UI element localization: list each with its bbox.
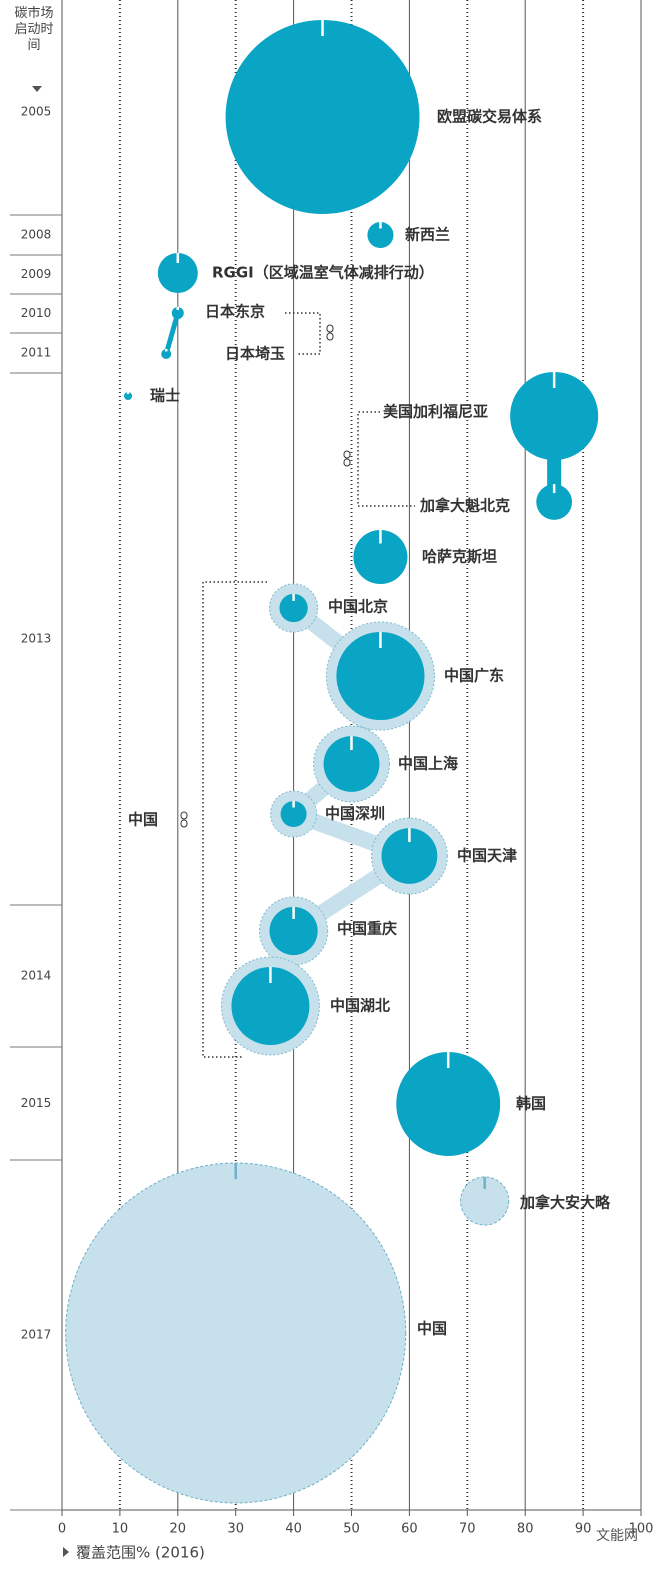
y-tick-label: 2010 <box>21 306 52 320</box>
x-tick-label: 30 <box>227 1522 244 1537</box>
bubble <box>536 484 573 520</box>
bubble <box>124 392 133 400</box>
x-tick-label: 50 <box>343 1522 360 1537</box>
link-icon <box>326 332 334 341</box>
point-label: 韩国 <box>516 1095 546 1113</box>
bubble <box>269 906 318 956</box>
point-label: 日本东京 <box>205 303 265 321</box>
x-tick-label: 90 <box>575 1522 592 1537</box>
sort-arrow <box>32 86 42 92</box>
x-tick-label: 80 <box>517 1522 534 1537</box>
bubble <box>336 631 425 721</box>
x-tick-label: 100 <box>629 1522 653 1537</box>
bubble <box>279 593 308 623</box>
y-tick-label: 2009 <box>21 267 52 281</box>
point-label: RGGI（区域温室气体减排行动） <box>212 264 434 282</box>
bubble <box>323 736 380 792</box>
bubble <box>353 529 408 585</box>
link-icon <box>180 819 188 828</box>
x-axis-label: 覆盖范围% (2016) <box>76 1544 205 1562</box>
x-tick-label: 40 <box>285 1522 302 1537</box>
bracket <box>285 312 321 355</box>
bubble <box>65 1162 407 1504</box>
link-icon <box>180 811 188 820</box>
x-tick-label: 60 <box>401 1522 418 1537</box>
bubble <box>231 967 310 1045</box>
point-label: 中国北京 <box>328 598 388 616</box>
y-tick-label: 2011 <box>21 346 52 360</box>
point-label: 中国重庆 <box>337 920 397 938</box>
y-tick-label: 2017 <box>21 1328 52 1342</box>
bracket <box>357 411 415 507</box>
connector <box>163 312 181 355</box>
link-icon <box>343 450 351 459</box>
point-label: 新西兰 <box>405 226 450 244</box>
y-axis-title: 碳市场启动时间 <box>14 6 54 53</box>
y-tick-label: 2013 <box>21 632 52 646</box>
bubble <box>280 800 307 828</box>
point-label: 中国广东 <box>444 667 504 685</box>
point-label: 中国天津 <box>457 847 517 865</box>
point-label: 中国深圳 <box>325 805 385 823</box>
y-tick-label: 2008 <box>21 228 52 242</box>
link-icon <box>343 458 351 467</box>
bubble <box>396 1052 501 1156</box>
bubble <box>510 371 599 461</box>
point-label: 哈萨克斯坦 <box>422 548 497 566</box>
y-tick-label: 2015 <box>21 1096 52 1110</box>
point-label: 日本埼玉 <box>225 345 285 363</box>
point-label: 美国加利福尼亚 <box>383 403 488 421</box>
point-label: 中国湖北 <box>330 997 390 1015</box>
x-tick-label: 10 <box>112 1522 129 1537</box>
bracket <box>202 581 267 1058</box>
watermark: 文能网 <box>596 1528 638 1544</box>
point-label: 加拿大魁北克 <box>419 497 510 515</box>
point-label: 瑞士 <box>150 387 180 405</box>
x-tick-label: 0 <box>58 1522 66 1537</box>
bubble <box>367 221 394 249</box>
axis-arrow <box>63 1547 69 1557</box>
point-label: 欧盟碳交易体系 <box>437 108 542 126</box>
point-label: 加拿大安大略 <box>519 1194 611 1212</box>
group-label: 中国 <box>128 811 158 829</box>
bubble <box>381 828 438 884</box>
x-tick-label: 20 <box>170 1522 187 1537</box>
point-label: 中国 <box>417 1320 447 1338</box>
x-tick-label: 70 <box>459 1522 476 1537</box>
point-label: 中国上海 <box>398 755 458 773</box>
y-tick-label: 2014 <box>21 969 52 983</box>
link-icon <box>326 324 334 333</box>
bubble <box>225 20 420 214</box>
bubble <box>161 349 172 359</box>
bubble <box>157 253 198 293</box>
y-tick-label: 2005 <box>21 105 52 119</box>
bubble <box>171 307 184 319</box>
